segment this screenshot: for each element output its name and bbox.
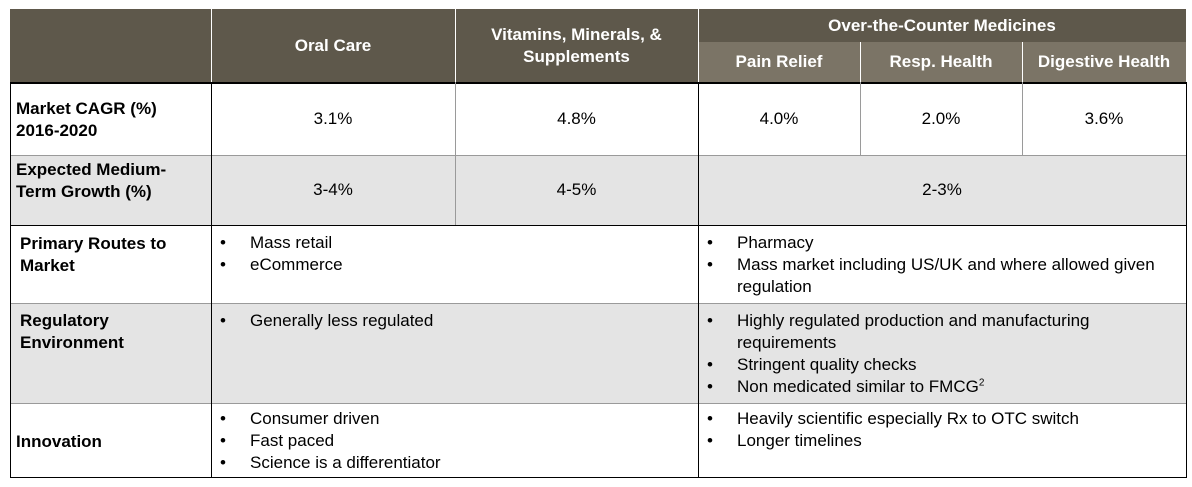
row-growth-bg [10, 155, 1186, 225]
routes-otc-list: Pharmacy Mass market including US/UK and… [707, 232, 1177, 298]
row-label-innovation: Innovation [16, 432, 102, 451]
grid-line [10, 477, 1186, 478]
cagr-oral-care: 3.1% [313, 109, 353, 128]
list-item: Mass retail [220, 232, 690, 254]
grid-line [698, 82, 699, 478]
grid-line [10, 82, 11, 478]
grid-line [860, 82, 861, 155]
list-item: Consumer driven [220, 408, 690, 430]
list-item: eCommerce [220, 254, 690, 276]
list-item: Pharmacy [707, 232, 1177, 254]
header-resp-health-label: Resp. Health [889, 52, 993, 71]
innovation-consumer-list: Consumer driven Fast paced Science is a … [220, 408, 690, 474]
header-pain-relief-label: Pain Relief [735, 52, 823, 71]
list-item: Heavily scientific especially Rx to OTC … [707, 408, 1177, 430]
regulatory-consumer-list: Generally less regulated [220, 310, 690, 332]
list-item: Stringent quality checks [707, 354, 1147, 376]
list-item: Generally less regulated [220, 310, 690, 332]
header-oral-care-label: Oral Care [294, 35, 372, 55]
row-label-growth: Expected Medium-Term Growth (%) [16, 160, 167, 201]
header-otc-group-label: Over-the-Counter Medicines [828, 15, 1056, 35]
header-otc-group: Over-the-Counter Medicines [698, 9, 1186, 42]
cagr-vms: 4.8% [557, 109, 596, 128]
growth-vms: 4-5% [556, 180, 597, 199]
cagr-pain-relief: 4.0% [759, 109, 799, 128]
grid-line [455, 82, 456, 225]
routes-consumer-list: Mass retail eCommerce [220, 232, 690, 276]
list-item: Longer timelines [707, 430, 1177, 452]
grid-line [10, 82, 1186, 84]
list-item: Highly regulated production and manufact… [707, 310, 1147, 354]
row-label-routes: Primary Routes to Market [20, 234, 167, 275]
grid-line [10, 403, 1186, 404]
footnote-marker: 2 [978, 377, 985, 389]
header-pain-relief: Pain Relief [698, 42, 860, 82]
grid-line [10, 303, 1186, 304]
list-item: Science is a differentiator [220, 452, 690, 474]
header-resp-health: Resp. Health [860, 42, 1022, 82]
cagr-resp-health: 2.0% [921, 109, 961, 128]
grid-line [10, 155, 1186, 156]
grid-line [1186, 82, 1187, 478]
header-corner [10, 9, 211, 82]
row-label-cagr: Market CAGR (%) 2016-2020 [16, 99, 157, 140]
grid-line [1022, 82, 1023, 155]
growth-otc: 2-3% [922, 180, 962, 199]
header-vms: Vitamins, Minerals, & Supplements [455, 9, 698, 82]
list-item-text: Non medicated similar to FMCG [737, 377, 979, 396]
grid-line [10, 225, 1186, 226]
growth-oral-care: 3-4% [313, 180, 353, 199]
innovation-otc-list: Heavily scientific especially Rx to OTC … [707, 408, 1177, 452]
regulatory-otc-list: Highly regulated production and manufact… [707, 310, 1147, 398]
grid-line [211, 82, 212, 478]
list-item: Mass market including US/UK and where al… [707, 254, 1177, 298]
list-item: Fast paced [220, 430, 690, 452]
header-vms-label: Vitamins, Minerals, & Supplements [491, 24, 662, 66]
cagr-digestive-health: 3.6% [1084, 109, 1124, 128]
header-digestive-health-label: Digestive Health [1037, 52, 1171, 71]
row-label-regulatory: Regulatory Environment [20, 311, 124, 352]
list-item: Non medicated similar to FMCG2 [707, 376, 1147, 398]
header-oral-care: Oral Care [211, 9, 455, 82]
header-digestive-health: Digestive Health [1022, 42, 1186, 82]
